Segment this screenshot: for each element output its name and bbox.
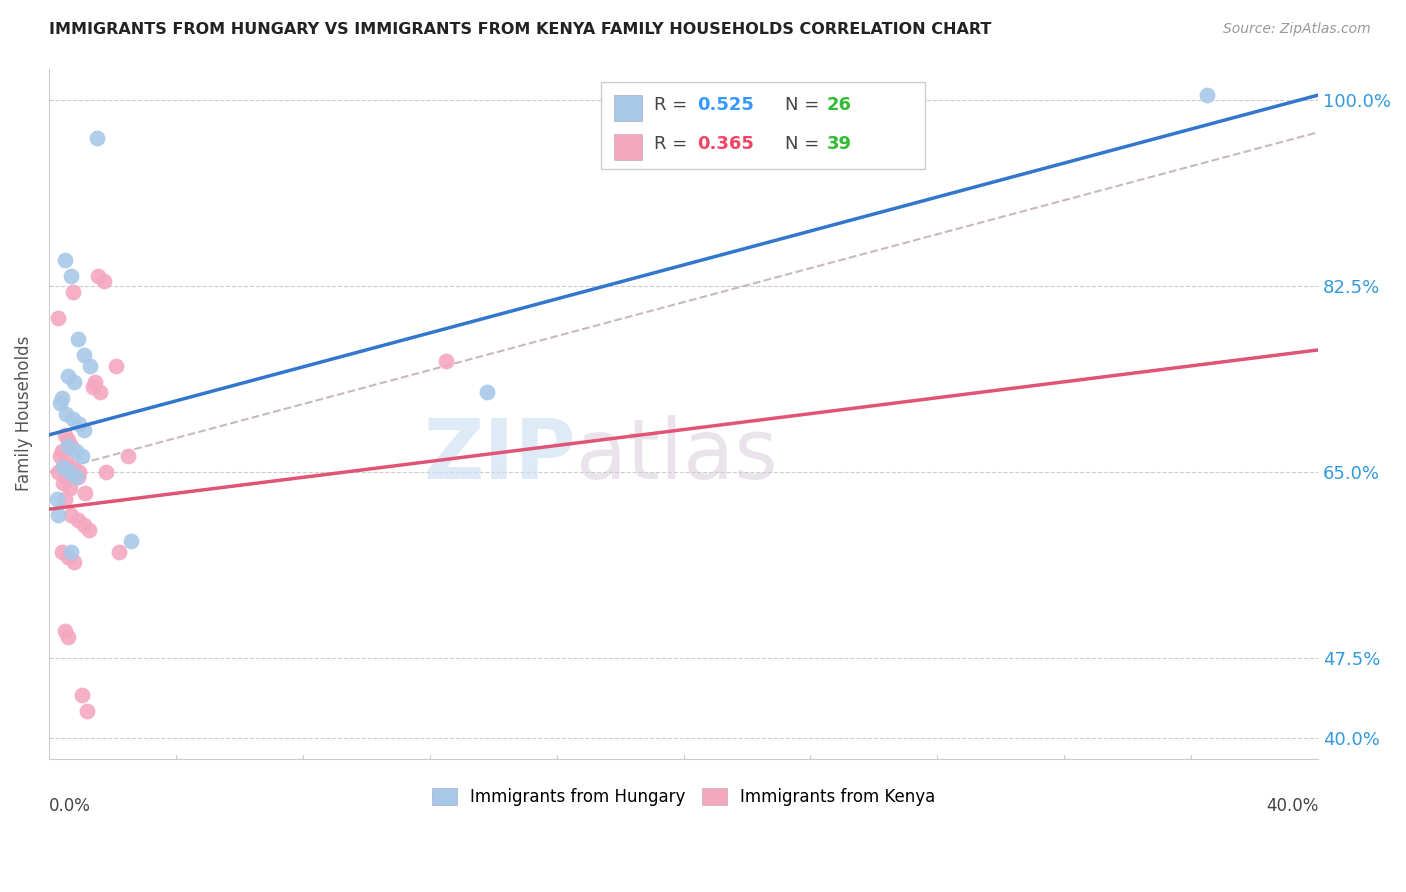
Point xyxy=(60,545,83,559)
Point xyxy=(66,332,89,346)
Point xyxy=(65,470,87,484)
Point xyxy=(66,470,89,484)
Point xyxy=(73,348,96,362)
Point xyxy=(62,412,84,426)
Point xyxy=(49,396,72,410)
Point xyxy=(58,481,80,495)
Point xyxy=(93,274,115,288)
Point xyxy=(84,375,107,389)
Point xyxy=(53,491,76,506)
Point xyxy=(72,688,94,702)
Point xyxy=(66,513,89,527)
Point xyxy=(45,491,67,506)
FancyBboxPatch shape xyxy=(614,134,641,160)
Text: R =: R = xyxy=(654,136,693,153)
Point xyxy=(56,438,79,452)
Point xyxy=(104,359,127,373)
Point xyxy=(58,465,80,479)
Point xyxy=(94,465,117,479)
FancyBboxPatch shape xyxy=(600,82,925,169)
Text: atlas: atlas xyxy=(575,415,778,496)
Text: N =: N = xyxy=(785,136,825,153)
Text: 0.0%: 0.0% xyxy=(49,797,91,814)
Point xyxy=(52,475,75,490)
Point xyxy=(56,549,79,564)
Point xyxy=(48,311,70,326)
Point xyxy=(51,545,73,559)
Point xyxy=(53,624,76,639)
Text: Source: ZipAtlas.com: Source: ZipAtlas.com xyxy=(1223,22,1371,37)
Point xyxy=(475,385,498,400)
Point xyxy=(1197,88,1219,103)
Point xyxy=(60,508,83,522)
Point xyxy=(52,459,75,474)
Point xyxy=(82,380,104,394)
Point xyxy=(56,630,79,644)
Point xyxy=(55,470,77,484)
Point xyxy=(73,518,96,533)
Text: ZIP: ZIP xyxy=(423,415,575,496)
Point xyxy=(53,252,76,267)
Text: 40.0%: 40.0% xyxy=(1265,797,1319,814)
FancyBboxPatch shape xyxy=(614,95,641,121)
Point xyxy=(60,268,83,283)
Point xyxy=(56,369,79,384)
Point xyxy=(53,428,76,442)
Point xyxy=(89,385,111,400)
Point xyxy=(62,459,84,474)
Point xyxy=(86,130,108,145)
Text: N =: N = xyxy=(785,95,825,114)
Text: IMMIGRANTS FROM HUNGARY VS IMMIGRANTS FROM KENYA FAMILY HOUSEHOLDS CORRELATION C: IMMIGRANTS FROM HUNGARY VS IMMIGRANTS FR… xyxy=(49,22,991,37)
Point xyxy=(121,534,143,549)
Point xyxy=(63,375,86,389)
Point xyxy=(79,359,101,373)
Point xyxy=(49,449,72,463)
Point xyxy=(56,433,79,447)
Point xyxy=(48,508,70,522)
Y-axis label: Family Households: Family Households xyxy=(15,336,32,491)
Point xyxy=(48,465,70,479)
Point xyxy=(107,545,129,559)
Point xyxy=(60,438,83,452)
Point xyxy=(55,407,77,421)
Point xyxy=(52,459,75,474)
Point xyxy=(72,449,94,463)
Text: R =: R = xyxy=(654,95,693,114)
Text: 0.525: 0.525 xyxy=(697,95,755,114)
Legend: Immigrants from Hungary, Immigrants from Kenya: Immigrants from Hungary, Immigrants from… xyxy=(425,781,942,813)
Point xyxy=(55,454,77,468)
Point xyxy=(51,391,73,405)
Text: 0.365: 0.365 xyxy=(697,136,755,153)
Point xyxy=(51,443,73,458)
Point xyxy=(434,353,457,368)
Point xyxy=(87,268,110,283)
Point xyxy=(73,423,96,437)
Point xyxy=(67,465,90,479)
Text: 26: 26 xyxy=(827,95,852,114)
Point xyxy=(77,524,100,538)
Point xyxy=(65,443,87,458)
Point xyxy=(117,449,139,463)
Point xyxy=(67,417,90,432)
Text: 39: 39 xyxy=(827,136,852,153)
Point xyxy=(63,555,86,569)
Point xyxy=(62,285,84,299)
Point xyxy=(75,486,97,500)
Point xyxy=(76,704,98,718)
